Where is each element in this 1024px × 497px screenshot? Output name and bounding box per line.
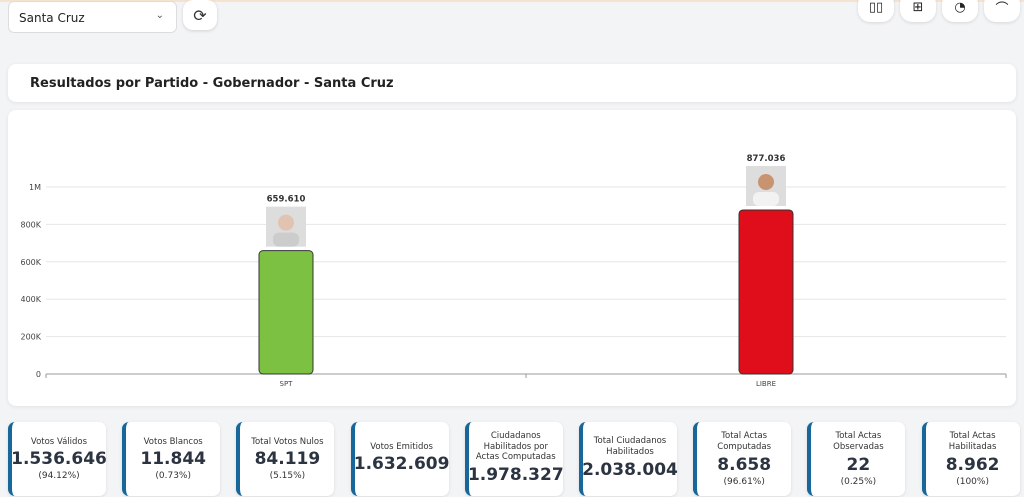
- bar-spt: [258, 250, 314, 375]
- stat-percent: (0.73%): [155, 471, 191, 482]
- stat-label: Total Actas Computadas: [717, 431, 772, 452]
- bar-chart-icon: ▯▯: [868, 0, 884, 15]
- pie-chart-view-button[interactable]: ◔: [942, 0, 978, 22]
- stat-card: Total Actas Computadas 8.658 (96.61%): [693, 422, 792, 496]
- pie-chart-icon: ◔: [954, 0, 966, 15]
- line-chart-icon: ⌒: [995, 1, 1009, 17]
- stat-label: Votos Válidos: [30, 436, 88, 447]
- stat-label: Votos Blancos: [143, 436, 203, 447]
- candidate-photo-body: [753, 191, 779, 206]
- stat-card: Total Actas Habilitadas 8.962 (100%): [921, 422, 1020, 496]
- bar-chart-view-button[interactable]: ▯▯: [858, 0, 894, 22]
- y-tick-label: 0: [36, 370, 41, 379]
- top-accent-line: [0, 0, 1024, 2]
- stat-percent: (0.25%): [840, 476, 877, 487]
- y-tick-label: 800K: [20, 220, 41, 229]
- table-icon: ⊞: [912, 0, 924, 15]
- results-bar-chart: 0 200K 400K 600K 800K 1M 659.610 SPT 877.036 LIBR…: [20, 154, 1007, 388]
- refresh-icon: ⟳: [193, 5, 207, 25]
- stat-value: 8.658: [717, 454, 772, 475]
- refresh-button[interactable]: ⟳: [183, 0, 217, 30]
- stat-label: Votos Emitidos: [370, 441, 433, 452]
- candidate-photo-face: [758, 173, 774, 190]
- line-chart-view-button[interactable]: ⌒: [984, 0, 1020, 22]
- x-tick-label: LIBRE: [756, 380, 776, 388]
- bar-libre: [738, 209, 794, 375]
- candidate-photo-face: [278, 214, 294, 231]
- x-tick-label: SPT: [280, 380, 294, 388]
- stat-label: Ciudadanos Habilitados por Actas Computa…: [475, 431, 556, 463]
- y-tick-label: 1M: [29, 183, 41, 192]
- stat-label: Total Ciudadanos Habilitados: [593, 436, 667, 457]
- stat-card: Total Ciudadanos Habilitados 2.038.004: [579, 422, 678, 496]
- stat-value: 1.536.646: [11, 449, 107, 470]
- stat-percent: (5.15%): [269, 471, 306, 482]
- department-select[interactable]: Santa Cruz ⌄: [8, 1, 177, 33]
- chevron-down-icon: ⌄: [155, 10, 164, 21]
- stat-value: 8.962: [945, 454, 1000, 475]
- bar-value-label: 877.036: [747, 154, 786, 164]
- stat-value: 1.978.327: [467, 464, 564, 485]
- y-tick-label: 400K: [20, 295, 41, 304]
- table-view-button[interactable]: ⊞: [900, 0, 936, 22]
- stat-value: 1.632.609: [353, 454, 450, 475]
- stat-card: Total Votos Nulos 84.119 (5.15%): [236, 422, 335, 496]
- stat-label: Total Actas Habilitadas: [948, 431, 997, 452]
- stat-label: Total Actas Observadas: [833, 431, 884, 452]
- stat-value: 84.119: [254, 449, 321, 470]
- results-chart-card: 0 200K 400K 600K 800K 1M 659.610 SPT 877.036 LIBR…: [8, 110, 1016, 406]
- page-title: Resultados por Partido - Gobernador - Sa…: [8, 64, 1016, 102]
- stat-percent: (100%): [956, 476, 989, 487]
- stat-percent: (96.61%): [723, 476, 765, 487]
- stat-value: 11.844: [140, 449, 206, 470]
- stat-value: 22: [846, 454, 871, 475]
- stat-card: Votos Emitidos 1.632.609: [350, 422, 450, 496]
- y-tick-label: 600K: [20, 258, 41, 267]
- candidate-photo-body: [273, 232, 299, 247]
- stat-value: 2.038.004: [582, 459, 678, 480]
- stat-label: Total Votos Nulos: [251, 436, 324, 447]
- stat-card: Total Actas Observadas 22 (0.25%): [807, 422, 906, 496]
- bar-value-label: 659.610: [267, 195, 306, 205]
- department-select-value: Santa Cruz: [19, 11, 85, 25]
- y-tick-label: 200K: [20, 333, 41, 342]
- stat-card: Ciudadanos Habilitados por Actas Computa…: [464, 422, 564, 496]
- stat-percent: (94.12%): [38, 471, 80, 482]
- stat-card: Votos Válidos 1.536.646 (94.12%): [8, 422, 107, 496]
- stat-card: Votos Blancos 11.844 (0.73%): [122, 422, 221, 496]
